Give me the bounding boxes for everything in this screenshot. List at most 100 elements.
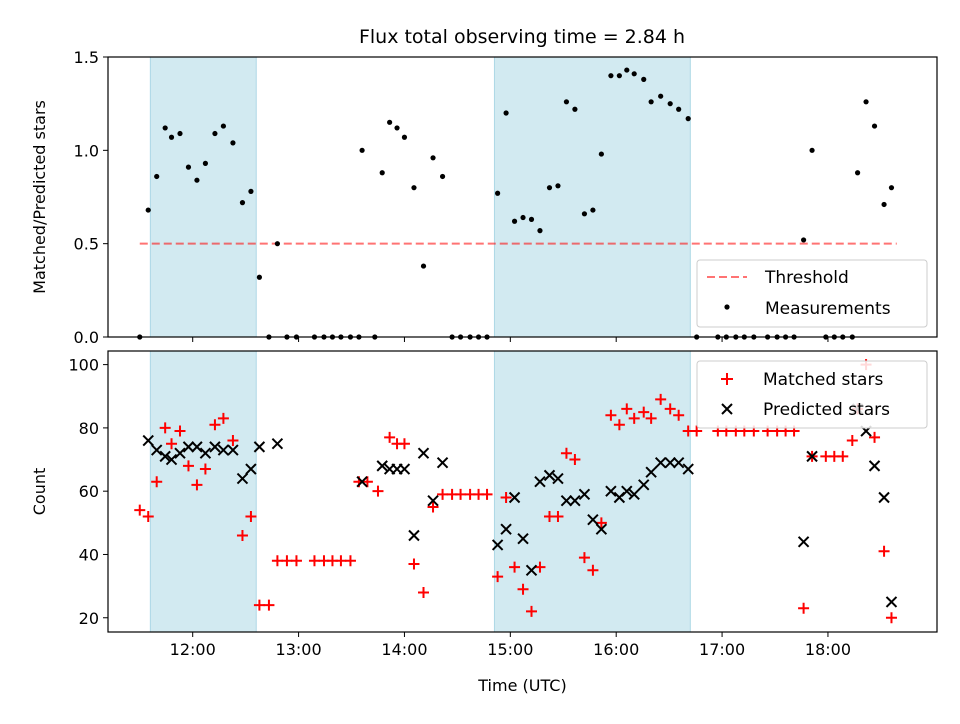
- matched-star-point: [263, 599, 275, 611]
- shaded-span-1: [149, 56, 257, 338]
- measurement-point: [581, 211, 588, 217]
- measurement-point: [555, 183, 561, 189]
- measurement-point: [641, 76, 647, 82]
- legend-measurement-swatch: [724, 304, 730, 310]
- matched-star-point: [437, 488, 449, 500]
- legend-threshold-label: Threshold: [764, 268, 849, 288]
- predicted-star-point: [159, 450, 171, 463]
- measurement-point: [881, 201, 887, 208]
- x-axis-label: Time (UTC): [477, 676, 566, 695]
- y-tick-label: 0.0: [74, 328, 99, 347]
- matched-star-point: [191, 479, 203, 491]
- matched-star-point: [427, 501, 439, 513]
- legend: Matched stars Predicted stars: [696, 360, 928, 429]
- predicted-star-point: [560, 494, 573, 507]
- matched-star-point: [398, 438, 410, 450]
- y-tick-label: 40: [79, 545, 99, 564]
- shaded-span-1: [149, 350, 257, 633]
- legend-matched-label: Matched stars: [763, 370, 883, 390]
- predicted-star-point: [628, 488, 640, 501]
- predicted-star-point: [587, 513, 599, 526]
- measurement-point: [145, 207, 151, 213]
- matched-star-point: [344, 555, 356, 567]
- measurement-point: [439, 173, 446, 180]
- measurement-point: [572, 106, 578, 112]
- matched-star-point: [174, 425, 186, 437]
- matched-star-point: [509, 561, 521, 573]
- ratio-panel: 0.0 0.5 1.0 1.5 Matched/Predicted stars Thres…: [30, 48, 938, 347]
- matched-star-point: [885, 612, 897, 624]
- predicted-star-point: [227, 444, 239, 456]
- predicted-star-point: [217, 444, 230, 456]
- matched-star-point: [361, 476, 373, 488]
- predicted-star-point: [271, 438, 284, 450]
- x-tick-label: 12:00: [170, 640, 216, 659]
- y-tick-label: 80: [79, 419, 99, 438]
- measurement-point: [631, 71, 637, 77]
- measurement-point: [401, 134, 408, 140]
- matched-star-point: [271, 555, 283, 567]
- matched-star-point: [587, 564, 599, 576]
- matched-star-point: [492, 571, 504, 583]
- measurement-point: [168, 134, 175, 140]
- measurement-point: [563, 99, 570, 105]
- predicted-star-point: [508, 491, 521, 504]
- predicted-star-point: [885, 596, 898, 608]
- measurement-point: [648, 99, 654, 105]
- measurement-point: [220, 123, 227, 129]
- matched-star-point: [578, 552, 590, 564]
- measurement-point: [162, 125, 168, 131]
- matched-star-point: [372, 485, 384, 497]
- shaded-span-2: [493, 56, 691, 338]
- matched-star-point: [236, 529, 248, 541]
- legend-predicted-swatch: [721, 403, 733, 415]
- matched-star-point: [846, 435, 858, 447]
- measurement-point: [256, 274, 263, 280]
- y-axis-label: Count: [30, 468, 49, 516]
- measurement-point: [616, 73, 622, 79]
- matched-star-point: [481, 488, 493, 500]
- predicted-star-point: [605, 485, 617, 497]
- predicted-star-point: [621, 485, 633, 497]
- predicted-star-point: [245, 463, 257, 475]
- matched-star-point: [605, 409, 617, 421]
- measurement-point: [608, 73, 614, 79]
- measurement-point: [359, 147, 365, 153]
- predicted-star-point: [182, 441, 195, 453]
- matched-star-point: [199, 463, 211, 475]
- measurement-point: [387, 119, 393, 125]
- matched-star-point: [595, 517, 607, 529]
- measurement-point: [511, 218, 518, 224]
- y-tick-label: 100: [68, 356, 99, 375]
- predicted-star-point: [174, 447, 186, 459]
- y-tick-label: 0.5: [74, 235, 99, 254]
- measurement-point: [871, 123, 878, 129]
- x-tick-label: 15:00: [487, 640, 533, 659]
- measurement-point: [495, 190, 501, 196]
- predicted-star-point: [236, 472, 249, 485]
- matched-star-point: [384, 431, 396, 443]
- y-tick-label: 60: [79, 482, 99, 501]
- predicted-star-point: [654, 456, 667, 469]
- predicted-star-point: [500, 523, 512, 535]
- matched-star-point: [560, 447, 572, 459]
- matched-star-point: [878, 545, 890, 557]
- y-tick-label: 1.5: [74, 48, 99, 67]
- measurement-point: [379, 170, 385, 176]
- predicted-star-point: [552, 472, 564, 485]
- predicted-star-point: [417, 447, 430, 459]
- x-tick-label: 14:00: [381, 640, 427, 659]
- measurement-point: [154, 173, 160, 180]
- measurement-point: [676, 106, 682, 112]
- measurement-point: [503, 110, 509, 116]
- axes-frame: [107, 56, 938, 338]
- matched-star-point: [552, 510, 564, 522]
- predicted-star-point: [142, 434, 154, 447]
- measurement-point: [185, 164, 192, 170]
- measurement-point: [202, 160, 209, 166]
- y-tick-label: 1.0: [74, 141, 99, 160]
- measurement-point: [598, 151, 604, 157]
- matched-star-point: [182, 460, 194, 472]
- matched-star-point: [621, 403, 633, 415]
- matched-star-point: [517, 583, 529, 595]
